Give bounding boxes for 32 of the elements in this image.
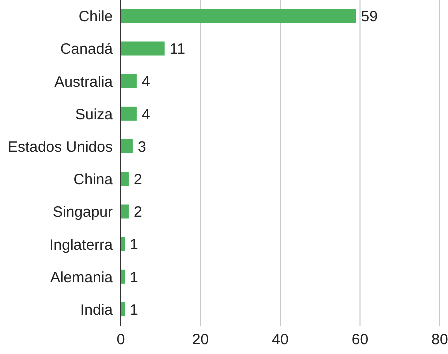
x-tick-label: 60	[352, 332, 369, 349]
bar	[121, 204, 129, 219]
x-tick-label: 0	[116, 332, 126, 349]
bar	[121, 74, 137, 88]
data-label: 11	[170, 41, 186, 58]
y-tick-label: Canadá	[60, 41, 114, 58]
bar	[121, 42, 165, 56]
bar	[121, 106, 137, 121]
y-tick-label: Singapur	[52, 204, 113, 222]
y-tick-label: Chile	[78, 8, 113, 26]
data-label: 2	[134, 204, 142, 222]
y-tick-label: China	[74, 172, 114, 189]
bar	[121, 140, 133, 154]
y-tick-label: Alemania	[50, 269, 114, 286]
data-label: 2	[134, 171, 142, 188]
data-label: 4	[142, 74, 150, 91]
data-label: 1	[130, 236, 138, 254]
y-tick-label: Australia	[54, 74, 114, 91]
y-tick-label: Inglaterra	[50, 236, 114, 254]
bar	[121, 9, 356, 24]
x-tick-label: 80	[432, 332, 448, 349]
data-label: 4	[142, 106, 150, 124]
x-tick-label: 40	[272, 332, 289, 349]
data-label: 1	[130, 269, 138, 286]
data-label: 59	[361, 8, 378, 26]
y-tick-label: India	[80, 302, 114, 320]
y-tick-label: Suiza	[75, 106, 114, 124]
data-label: 1	[130, 302, 138, 319]
bar	[121, 172, 129, 186]
y-tick-label: Estados Unidos	[8, 139, 113, 156]
data-label: 3	[138, 138, 146, 156]
x-tick-label: 20	[192, 332, 210, 349]
